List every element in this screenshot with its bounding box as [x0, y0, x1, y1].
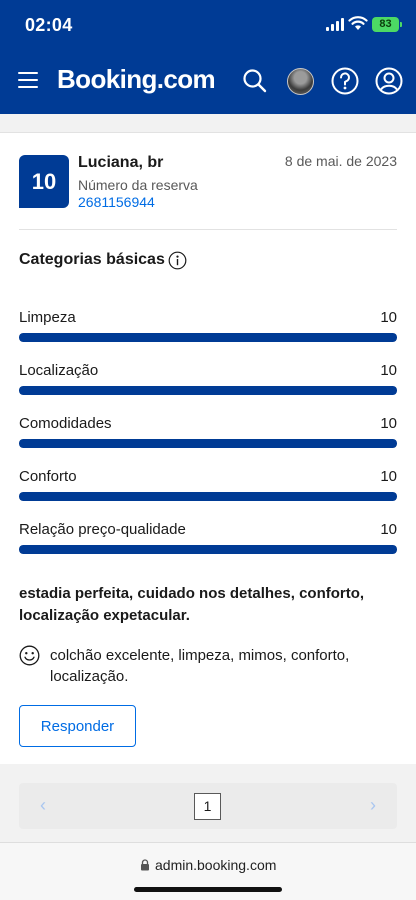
- category-label: Comodidades: [19, 415, 112, 432]
- category-label: Limpeza: [19, 309, 76, 326]
- category-conforto: Conforto 10: [19, 468, 397, 504]
- category-bar: [19, 492, 397, 501]
- status-time: 02:04: [25, 15, 73, 35]
- home-indicator: [134, 887, 282, 892]
- smiley-icon: [19, 645, 40, 666]
- app-header: 02:04 83 Booking.com: [0, 0, 416, 114]
- wifi-icon: [348, 16, 368, 30]
- reservation-label: Número da reserva: [78, 177, 198, 193]
- menu-icon[interactable]: [18, 72, 38, 88]
- category-bar-fill: [19, 439, 397, 448]
- review-date: 8 de mai. de 2023: [284, 153, 397, 169]
- url-text[interactable]: admin.booking.com: [155, 857, 277, 873]
- previous-page-icon[interactable]: ‹: [40, 795, 46, 815]
- category-score: 10: [380, 309, 397, 326]
- status-bar: 02:04 83: [0, 0, 416, 50]
- reservation-number-link[interactable]: 2681156944: [78, 194, 155, 210]
- account-icon[interactable]: [374, 66, 404, 96]
- booking-logo[interactable]: Booking.com: [57, 64, 216, 94]
- category-score: 10: [380, 415, 397, 432]
- review-score-badge: 10: [19, 155, 69, 208]
- category-bar: [19, 439, 397, 448]
- section-gap: [0, 114, 416, 132]
- lock-icon: [141, 859, 149, 871]
- category-score: 10: [380, 521, 397, 538]
- category-label: Localização: [19, 362, 99, 379]
- review-card: 10 Luciana, br 8 de mai. de 2023 Número …: [0, 132, 416, 764]
- cellular-signal-icon: [326, 18, 344, 31]
- next-page-icon[interactable]: ›: [370, 795, 376, 815]
- battery-indicator: 83: [372, 17, 402, 32]
- category-score: 10: [380, 468, 397, 485]
- review-positive-text: colchão excelente, limpeza, mimos, confo…: [50, 647, 350, 685]
- browser-url-bar[interactable]: admin.booking.com: [0, 842, 416, 900]
- category-bar-fill: [19, 386, 397, 395]
- category-bar-fill: [19, 333, 397, 342]
- category-label: Relação preço-qualidade: [19, 521, 186, 538]
- guest-name: Luciana, br: [78, 154, 164, 171]
- category-bar-fill: [19, 545, 397, 554]
- divider: [19, 229, 397, 230]
- help-icon[interactable]: [330, 66, 360, 96]
- reply-button[interactable]: Responder: [19, 705, 136, 747]
- categories-title: Categorias básicas: [19, 251, 165, 268]
- category-localizacao: Localização 10: [19, 362, 397, 398]
- review-headline: estadia perfeita, cuidado nos detalhes, …: [19, 585, 365, 624]
- category-comodidades: Comodidades 10: [19, 415, 397, 451]
- category-bar: [19, 545, 397, 554]
- search-icon[interactable]: [240, 66, 270, 96]
- category-score: 10: [380, 362, 397, 379]
- category-bar: [19, 333, 397, 342]
- property-avatar[interactable]: [287, 68, 314, 95]
- info-icon[interactable]: [168, 251, 187, 270]
- category-label: Conforto: [19, 468, 77, 485]
- category-bar: [19, 386, 397, 395]
- current-page-button[interactable]: 1: [194, 793, 221, 820]
- category-limpeza: Limpeza 10: [19, 309, 397, 345]
- category-bar-fill: [19, 492, 397, 501]
- category-preco-qualidade: Relação preço-qualidade 10: [19, 521, 397, 557]
- pagination: ‹ 1 ›: [19, 783, 397, 829]
